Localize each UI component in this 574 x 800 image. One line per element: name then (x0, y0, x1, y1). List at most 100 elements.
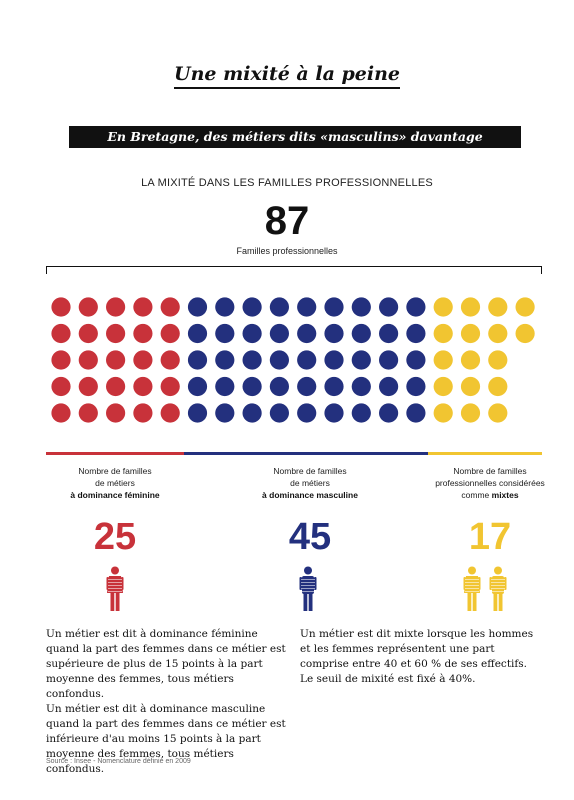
dot-masculine (351, 350, 371, 370)
dot-feminine (133, 350, 153, 370)
dot-masculine (242, 403, 262, 423)
category-bold: à dominance masculine (262, 490, 358, 500)
dot-masculine (242, 323, 262, 344)
dot-mixed (488, 403, 508, 423)
dot-masculine (324, 403, 344, 423)
dot-masculine (406, 297, 426, 317)
dot-mixed (460, 376, 481, 397)
dot-masculine (215, 323, 235, 344)
dot-mixed (433, 350, 453, 370)
dot-masculine (379, 323, 399, 344)
dot-masculine (406, 403, 426, 423)
dot-masculine (242, 376, 262, 397)
dot-masculine (379, 350, 399, 370)
dot-mixed (488, 297, 508, 317)
dot-masculine (215, 350, 235, 370)
dot-masculine (324, 350, 344, 370)
definition-left: Un métier est dit à dominance féminine q… (46, 627, 290, 777)
feminine-category-label: Nombre de familles de métiers à dominanc… (46, 465, 184, 501)
dot-mixed (433, 323, 453, 344)
dot-mixed (460, 350, 481, 370)
dot-feminine (160, 403, 180, 423)
man-icon (299, 566, 317, 611)
dot-masculine (406, 350, 426, 370)
dot-mixed (488, 323, 508, 344)
dot-masculine (297, 350, 317, 370)
dot-feminine (133, 323, 153, 344)
category-bold: mixtes (491, 490, 519, 500)
dot-masculine (379, 376, 399, 397)
dot-mixed (515, 323, 535, 344)
mixed-count: 17 (468, 516, 512, 558)
dot-feminine (160, 376, 180, 397)
source-note: Source : Insee - Nomenclature définie en… (46, 758, 191, 765)
mixed-rule (428, 452, 542, 455)
dot-masculine (351, 403, 371, 423)
definition-threshold: Le seuil de mixité est fixé à 40%. (300, 673, 476, 685)
dot-mixed (515, 297, 535, 317)
dot-feminine (78, 376, 98, 397)
dot-masculine (187, 376, 208, 397)
masculine-rule (184, 452, 428, 455)
dot-masculine (379, 403, 399, 423)
dot-feminine (160, 323, 180, 344)
dot-feminine (51, 350, 71, 370)
dot-feminine (78, 350, 98, 370)
dot-masculine (351, 323, 371, 344)
category-line-1: Nombre de familles (78, 466, 152, 476)
dot-mixed (488, 350, 508, 370)
dot-masculine (242, 350, 262, 370)
headline-banner: En Bretagne, des métiers dits «masculins… (69, 126, 521, 166)
dot-masculine (269, 323, 289, 344)
dot-feminine (133, 297, 153, 317)
masculine-category-label: Nombre de familles de métiers à dominanc… (230, 465, 390, 501)
dot-masculine (269, 350, 289, 370)
dot-masculine (269, 297, 289, 317)
dot-masculine (215, 376, 235, 397)
dot-feminine (106, 297, 126, 317)
dot-masculine (187, 350, 208, 370)
dot-feminine (51, 403, 71, 423)
category-line-3: à dominance masculine (230, 489, 390, 501)
dot-feminine (106, 376, 126, 397)
category-prefix: à (70, 490, 78, 500)
dot-masculine (297, 376, 317, 397)
dot-masculine (242, 297, 262, 317)
category-line-3: comme mixtes (420, 489, 560, 501)
category-line-2: professionnelles considérées (435, 478, 545, 488)
dot-mixed (488, 376, 508, 397)
definition-masculine: Un métier est dit à dominance masculine … (46, 703, 286, 775)
dot-masculine (324, 297, 344, 317)
dot-masculine (297, 323, 317, 344)
dot-feminine (78, 323, 98, 344)
dot-feminine (133, 403, 153, 423)
dot-mixed (433, 297, 453, 317)
dot-masculine (324, 323, 344, 344)
dot-feminine (106, 403, 126, 423)
woman-and-man-icon (463, 566, 507, 611)
dot-mixed (433, 403, 453, 423)
dot-masculine (351, 376, 371, 397)
definition-feminine: Un métier est dit à dominance féminine q… (46, 628, 286, 700)
feminine-count: 25 (93, 516, 137, 558)
total-label: Familles professionnelles (236, 246, 338, 256)
dot-masculine (297, 297, 317, 317)
dot-mixed (460, 403, 481, 423)
dot-feminine (160, 297, 180, 317)
dot-masculine (187, 403, 208, 423)
dot-masculine (215, 403, 235, 423)
chart-subtitle: LA MIXITÉ DANS LES FAMILLES PROFESSIONNE… (141, 177, 433, 189)
dot-masculine (324, 376, 344, 397)
dot-feminine (106, 323, 126, 344)
category-bold: dominance féminine (77, 490, 160, 500)
mixed-category-label: Nombre de familles professionnelles cons… (420, 465, 560, 501)
category-line-1: Nombre de familles (273, 466, 347, 476)
dot-masculine (269, 403, 289, 423)
total-bracket (46, 266, 542, 274)
category-line-2: de métiers (95, 478, 135, 488)
woman-icon (106, 566, 124, 611)
dot-masculine (187, 297, 208, 317)
dot-feminine (78, 297, 98, 317)
total-value: 87 (264, 199, 310, 243)
